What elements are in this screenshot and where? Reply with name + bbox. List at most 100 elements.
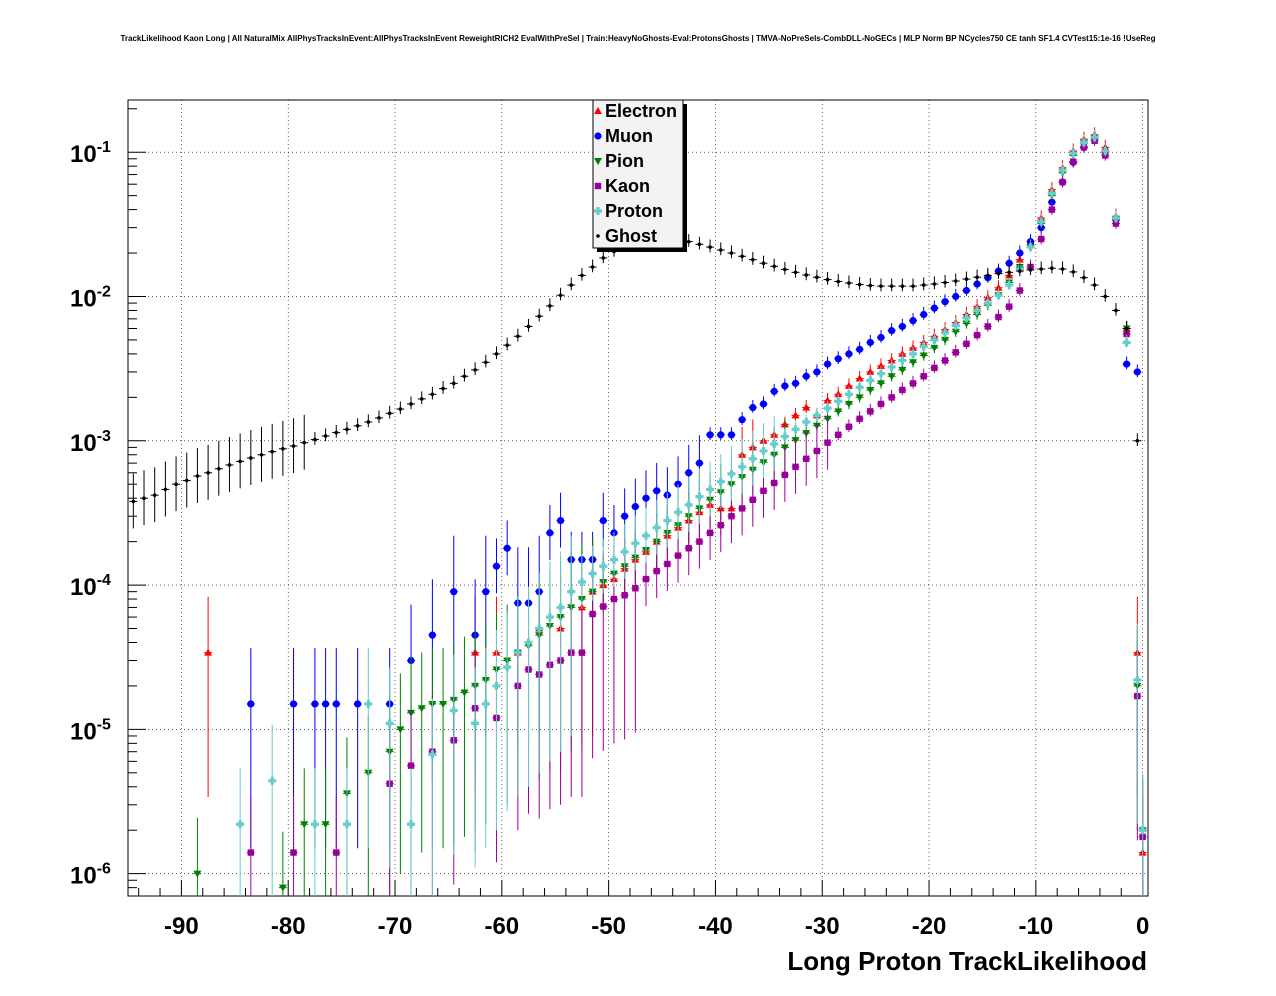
data-point xyxy=(781,471,789,479)
data-point xyxy=(333,849,340,856)
x-tick-label: -30 xyxy=(805,913,840,940)
data-point xyxy=(695,459,704,467)
data-point xyxy=(152,493,157,497)
data-point xyxy=(419,397,424,401)
data-point xyxy=(909,349,918,358)
data-point xyxy=(578,649,586,656)
x-tick-label: -40 xyxy=(698,913,733,940)
data-point xyxy=(1092,283,1097,287)
data-point xyxy=(364,699,373,708)
data-point xyxy=(599,516,607,525)
data-point xyxy=(975,275,979,280)
data-point xyxy=(729,251,734,255)
data-point xyxy=(1133,368,1141,376)
data-point xyxy=(824,439,831,446)
data-point xyxy=(781,382,789,390)
data-point xyxy=(407,762,415,769)
data-point xyxy=(877,333,885,342)
data-point xyxy=(802,403,811,411)
data-point xyxy=(815,275,819,280)
data-point xyxy=(845,350,853,358)
data-point xyxy=(866,386,875,394)
data-point xyxy=(556,516,565,525)
data-point xyxy=(876,380,885,388)
data-point xyxy=(857,282,862,287)
data-point xyxy=(855,374,864,382)
data-point xyxy=(366,420,371,424)
data-point xyxy=(876,369,885,378)
data-point xyxy=(1050,266,1054,271)
legend-marker-muon xyxy=(594,132,602,140)
data-point xyxy=(193,870,202,878)
data-point xyxy=(802,417,811,426)
data-point xyxy=(996,271,1001,276)
data-point xyxy=(716,477,725,486)
data-point xyxy=(268,776,277,785)
data-point xyxy=(909,359,918,367)
data-point xyxy=(845,423,853,430)
y-tick-label: 10-1 xyxy=(70,139,111,168)
data-point xyxy=(1060,267,1065,271)
data-point xyxy=(812,411,821,420)
data-point xyxy=(888,394,895,401)
data-point xyxy=(706,529,714,537)
data-point xyxy=(780,432,789,441)
data-point xyxy=(738,462,747,471)
data-point xyxy=(492,562,501,570)
data-point xyxy=(920,310,928,319)
data-point xyxy=(844,400,853,408)
legend-marker-proton xyxy=(594,207,603,215)
data-point xyxy=(1138,826,1147,835)
data-point xyxy=(751,257,755,262)
data-point xyxy=(621,592,628,599)
data-point xyxy=(888,327,896,335)
data-point xyxy=(556,603,565,612)
data-point xyxy=(963,340,970,347)
data-point xyxy=(706,485,715,494)
data-point xyxy=(738,505,746,512)
data-point xyxy=(941,336,950,344)
data-point xyxy=(844,381,853,389)
data-point xyxy=(537,314,542,319)
data-point xyxy=(835,431,842,439)
data-point xyxy=(930,344,939,352)
data-point xyxy=(1015,255,1024,263)
data-point xyxy=(600,603,607,610)
data-point xyxy=(1037,217,1046,226)
data-point xyxy=(216,466,221,471)
data-point xyxy=(385,719,394,728)
data-point xyxy=(973,306,982,315)
data-point xyxy=(1016,249,1024,257)
data-point xyxy=(1123,360,1131,368)
data-point xyxy=(417,705,426,713)
data-point xyxy=(984,323,991,330)
data-point xyxy=(804,273,809,277)
data-point xyxy=(941,298,949,306)
data-point xyxy=(1048,206,1056,213)
legend-box xyxy=(592,99,684,249)
data-point xyxy=(674,480,682,488)
data-point xyxy=(247,849,255,856)
data-point xyxy=(599,562,608,571)
data-point xyxy=(450,588,458,596)
data-point xyxy=(759,400,768,408)
data-point xyxy=(249,456,253,460)
data-point xyxy=(1071,270,1076,274)
data-point xyxy=(142,496,146,500)
series-proton xyxy=(236,129,1147,896)
data-point xyxy=(652,523,661,532)
data-point xyxy=(962,286,971,295)
data-point xyxy=(300,821,309,829)
data-point xyxy=(1122,338,1131,347)
data-point xyxy=(685,469,693,477)
data-point xyxy=(740,254,744,259)
data-point xyxy=(844,390,853,399)
data-point xyxy=(909,317,917,325)
data-point xyxy=(943,280,947,285)
data-point xyxy=(951,328,960,336)
data-point xyxy=(492,681,501,690)
data-point xyxy=(867,408,874,415)
data-point xyxy=(398,407,403,411)
data-point xyxy=(1039,267,1043,271)
legend-label-muon: Muon xyxy=(605,126,653,146)
